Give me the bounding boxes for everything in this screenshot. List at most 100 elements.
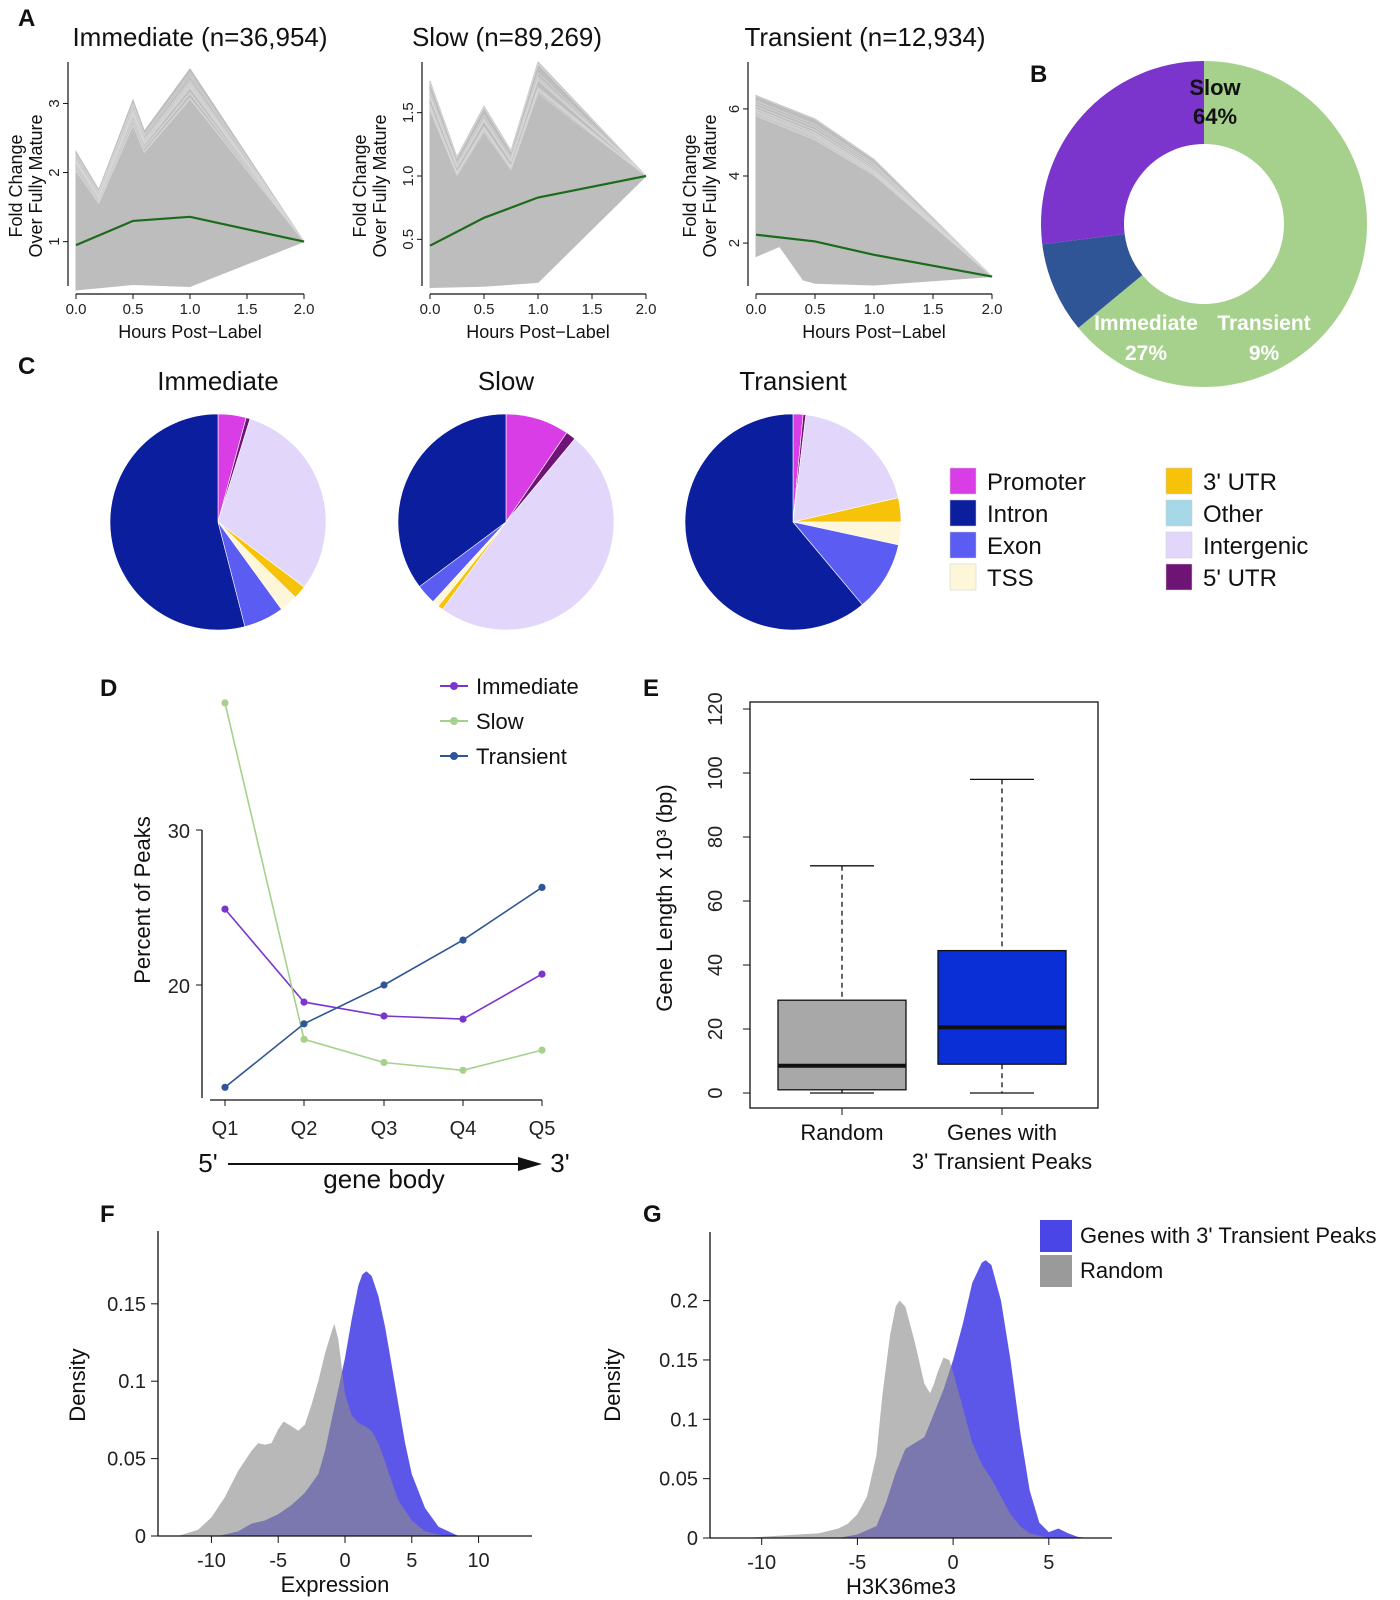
y-tick-label: 0.1 [670,1409,698,1431]
panel-e-gene-length-boxplot: 0 20 40 60 80 100 120 Gene Length x 10³ (bp) Ran… [652,692,1099,1174]
trace-line [75,75,305,242]
trace-line [75,72,305,242]
legend-swatch-promoter [949,467,977,495]
legend-text-tss: TSS [987,565,1034,592]
pie-immediate: Immediate [109,366,327,631]
y-tick-label: 0.05 [107,1449,146,1471]
y-axis-label-line1: Fold Change [6,134,26,237]
x-tick-label: 0.5 [123,301,144,318]
panel-label-e: E [643,675,659,702]
y-tick-label: 0 [687,1528,698,1550]
point-immediate [300,998,308,1006]
trace-line [755,113,993,277]
y-axis-label-line1: Fold Change [680,134,700,237]
pie-transient: Transient [684,366,902,631]
donut-label-slow-pct: 64% [1193,104,1237,129]
y-tick-label: 20 [168,976,190,998]
legend-d-dot-slow [450,717,458,725]
x-tick-label-transient-line1: Genes with [947,1120,1057,1145]
legend-text-other: Other [1203,501,1263,528]
point-immediate [221,905,229,913]
donut-label-transient-pct: 9% [1249,342,1280,365]
y-tick-label: 0.15 [659,1350,698,1372]
legend-swatch-random [1040,1255,1072,1287]
legend-d-dot-transient [450,752,458,760]
x-tick-label: 1.0 [528,301,549,318]
trace-line [75,79,305,242]
x-axis-label: Hours Post−Label [118,322,262,342]
point-immediate [538,970,546,978]
box-random [777,865,907,1115]
x-tick-label: 5 [406,1550,417,1572]
y-axis-label: Density [600,1348,625,1421]
trace-line [755,115,993,277]
x-tick-label: -10 [197,1550,226,1572]
x-tick-label: 1.5 [237,301,258,318]
y-tick-label: 2 [726,239,743,247]
legend-swatch-intron [949,499,977,527]
trace-band [429,61,647,289]
legend-swatch-tss [949,563,977,591]
trace-line [429,75,647,177]
x-tick-label: 0 [339,1550,350,1572]
pie-slice-intergenic [442,438,615,631]
pie-slice-intergenic [792,414,899,523]
donut-label-immediate-pct: 27% [1125,342,1167,365]
x-tick-label-transient-line2: 3' Transient Peaks [912,1149,1092,1174]
trace-line [755,108,993,277]
point-slow [538,1046,546,1054]
legend-text-intergenic: Intergenic [1203,533,1308,560]
x-tick-label: -5 [269,1550,287,1572]
x-tick-label: Q4 [450,1118,477,1140]
donut-label-immediate-name: Immediate [1094,312,1198,335]
panel-g-h3k36me3-density: 0 0.05 0.1 0.15 0.2 -10 -5 0 5 H3K36me3 Density Gen… [600,1220,1376,1599]
y-tick-label: 80 [705,826,727,848]
trace-line [429,72,647,177]
trace-line [429,90,647,177]
y-tick-label: 1.0 [400,166,417,187]
gene-body-arrow-head [518,1157,542,1171]
arrow-start-label: 5' [198,1148,217,1178]
y-tick-label: 40 [705,954,727,976]
y-tick-label: 6 [726,105,743,113]
density-area-random [742,1300,1049,1538]
panel-label-f: F [100,1201,115,1228]
donut-slice-slow [1078,61,1368,388]
trace-line [429,86,647,177]
trace-line [429,92,647,177]
panel-d-peak-position-lines: Immediate Slow Transient 20 30 Q1 Q2 Q3 Q4 Q5 P… [130,674,579,1194]
panel-label-d: D [100,675,117,702]
trace-line [75,97,305,242]
legend-swatch-5utr [1165,563,1193,591]
x-tick-label: Q2 [291,1118,318,1140]
trace-line [75,87,305,242]
iqr-box [777,999,907,1091]
y-axis-label-line2: Over Fully Mature [26,114,46,257]
pie-slice-intron [684,413,863,631]
donut-label-slow-name: Slow [1189,75,1241,100]
point-immediate [459,1015,467,1023]
pie-slice-intergenic [217,418,327,588]
point-slow [221,699,229,707]
x-tick-label: 0.5 [805,301,826,318]
donut-slice-immediate [1041,61,1204,245]
trace-line [75,91,305,242]
point-transient [221,1083,229,1091]
x-tick-label: Q1 [212,1118,239,1140]
fold-change-plot-2: Slow (n=89,269) 0.0 0.5 1.0 1.5 2.0 0.5 1.0 1.5 H… [350,22,656,342]
y-axis-label-line1: Fold Change [350,134,370,237]
density-area-random [178,1323,446,1536]
x-tick-label: 0.5 [474,301,495,318]
legend-d-text-immediate: Immediate [476,674,579,699]
panel-f-expression-density: 0 0.05 0.1 0.15 -10 -5 0 5 10 Expression Density [65,1231,532,1597]
x-tick-label: 1.0 [864,301,885,318]
legend-swatch-3utr [1165,467,1193,495]
fold-change-plot-1: Immediate (n=36,954) 0.0 0.5 1.0 1.5 2.0 1 2 3 Ho… [6,22,328,342]
panel-label-c: C [18,353,35,380]
y-tick-label: 1.5 [400,102,417,123]
x-tick-label: -5 [849,1552,867,1574]
mean-line [75,215,305,247]
point-transient [380,981,388,989]
point-slow [459,1066,467,1074]
x-tick-label: -10 [747,1552,776,1574]
